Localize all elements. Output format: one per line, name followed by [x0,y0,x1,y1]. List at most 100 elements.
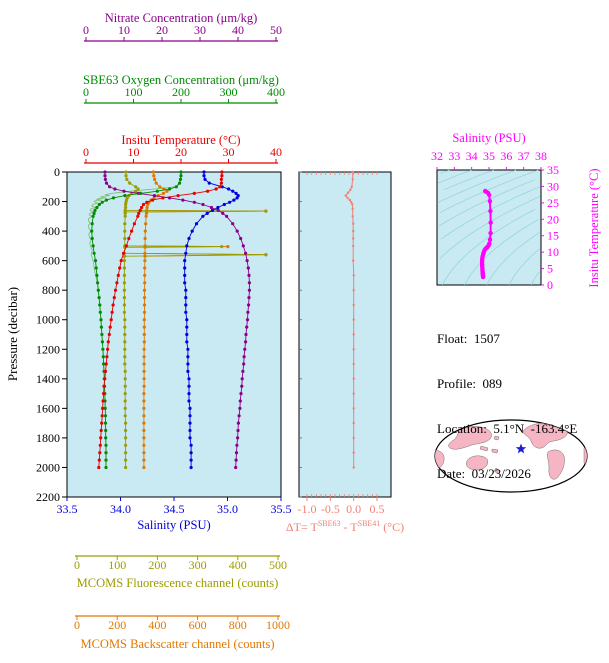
svg-text:32: 32 [431,149,443,163]
salinity-axis-title: Salinity (PSU) [137,518,210,532]
svg-text:33.5: 33.5 [57,502,78,516]
svg-text:10: 10 [118,23,130,37]
density-contour [440,186,541,240]
pressure-tick-label: 600 [42,254,60,268]
pressure-tick-label: 400 [42,224,60,238]
svg-text:0: 0 [74,618,80,632]
delta-t-plot: -1.0 -0.5 0.0 0.5 ΔT= TSBE63 - TSBE41 (°C) [286,170,404,534]
date-line: Date: 03/23/2026 [437,466,531,481]
svg-text:30: 30 [547,179,559,193]
svg-text:35: 35 [547,163,559,177]
temperature-axis-title: Insitu Temperature (°C) [121,133,240,147]
svg-text:0.5: 0.5 [370,502,385,516]
svg-text:100: 100 [125,85,143,99]
svg-text:33: 33 [448,149,460,163]
pressure-axis-title: Pressure (decibar) [5,287,20,381]
svg-text:400: 400 [229,558,247,572]
fluorescence-axis-title: MCOMS Fluorescence channel (counts) [77,576,279,590]
svg-text:500: 500 [269,558,287,572]
density-contour [530,271,540,286]
map-landmass [583,447,587,465]
svg-text:15: 15 [547,229,559,243]
svg-text:-0.5: -0.5 [321,502,340,516]
density-contour [508,248,540,286]
svg-text:35.0: 35.0 [217,502,238,516]
pressure-tick-label: 2200 [36,490,60,504]
pressure-tick-label: 1000 [36,313,60,327]
svg-text:20: 20 [547,212,559,226]
svg-text:0: 0 [547,278,553,292]
svg-text:37: 37 [518,149,530,163]
svg-text:100: 100 [108,558,126,572]
svg-text:200: 200 [108,618,126,632]
svg-text:200: 200 [148,558,166,572]
svg-text:300: 300 [189,558,207,572]
svg-text:10: 10 [128,145,140,159]
svg-text:5: 5 [547,262,553,276]
world-map [434,419,588,493]
svg-text:38: 38 [535,149,547,163]
svg-text:35: 35 [483,149,495,163]
ts-diagram: 32 33 34 35 36 37 38 Salinity (PSU) 0 5 10 15 20 25 30… [431,131,601,292]
svg-text:40: 40 [232,23,244,37]
svg-text:1000: 1000 [266,618,290,632]
density-contour [437,169,472,184]
svg-text:20: 20 [175,145,187,159]
svg-text:34.0: 34.0 [110,502,131,516]
svg-text:35.5: 35.5 [271,502,292,516]
float-location-star [515,443,527,454]
svg-text:-1.0: -1.0 [298,502,317,516]
pressure-tick-label: 1800 [36,431,60,445]
svg-text:25: 25 [547,196,559,210]
svg-text:34.5: 34.5 [164,502,185,516]
profile-number-line: Profile: 089 [437,376,502,391]
float-number-line: Float: 1507 [437,331,500,346]
svg-text:200: 200 [172,85,190,99]
density-contour [486,232,540,286]
location-line: Location: 5.1°N -163.4°E [437,421,578,436]
pressure-tick-label: 800 [42,283,60,297]
pressure-tick-label: 2000 [36,460,60,474]
pressure-tick-label: 0 [54,165,60,179]
density-contour [437,169,517,204]
svg-text:10: 10 [547,245,559,259]
oxygen-axis-title: SBE63 Oxygen Concentration (μm/kg) [83,73,279,87]
map-landmass [493,467,500,474]
ts-temperature-axis-title: Insitu Temperature (°C) [587,168,601,287]
density-contour [464,218,539,286]
map-landmass [448,426,492,450]
svg-text:800: 800 [229,618,247,632]
svg-text:30: 30 [223,145,235,159]
map-landmass [493,435,500,441]
map-landmass [479,445,489,452]
delta-t-axis-title: ΔT= TSBE63 - TSBE41 (°C) [286,519,404,534]
map-landmass [435,449,445,469]
backscatter-axis-title: MCOMS Backscatter channel (counts) [80,637,274,651]
svg-text:400: 400 [267,85,285,99]
pressure-tick-label: 200 [42,195,60,209]
svg-text:0: 0 [83,85,89,99]
svg-text:20: 20 [156,23,168,37]
oxygen-trace-curve [87,172,181,282]
float-info-block: Float: 1507 Profile: 089 Location: 5.1°N… [437,301,577,511]
svg-text:0: 0 [83,23,89,37]
svg-text:400: 400 [148,618,166,632]
pressure-tick-label: 1400 [36,372,60,386]
svg-text:300: 300 [220,85,238,99]
map-landmass [491,448,499,454]
density-contour [439,195,541,259]
svg-text:36: 36 [500,149,512,163]
svg-text:0.0: 0.0 [346,502,361,516]
svg-text:0: 0 [74,558,80,572]
svg-text:30: 30 [194,23,206,37]
main-profile-plot: 0200400600800100012001400160018002000220… [5,11,292,651]
pressure-tick-label: 1600 [36,401,60,415]
ts-salinity-axis-title: Salinity (PSU) [452,131,525,145]
svg-text:34: 34 [466,149,478,163]
svg-text:600: 600 [189,618,207,632]
density-contour [443,169,494,191]
density-contour [438,179,535,227]
density-contour [442,209,536,286]
